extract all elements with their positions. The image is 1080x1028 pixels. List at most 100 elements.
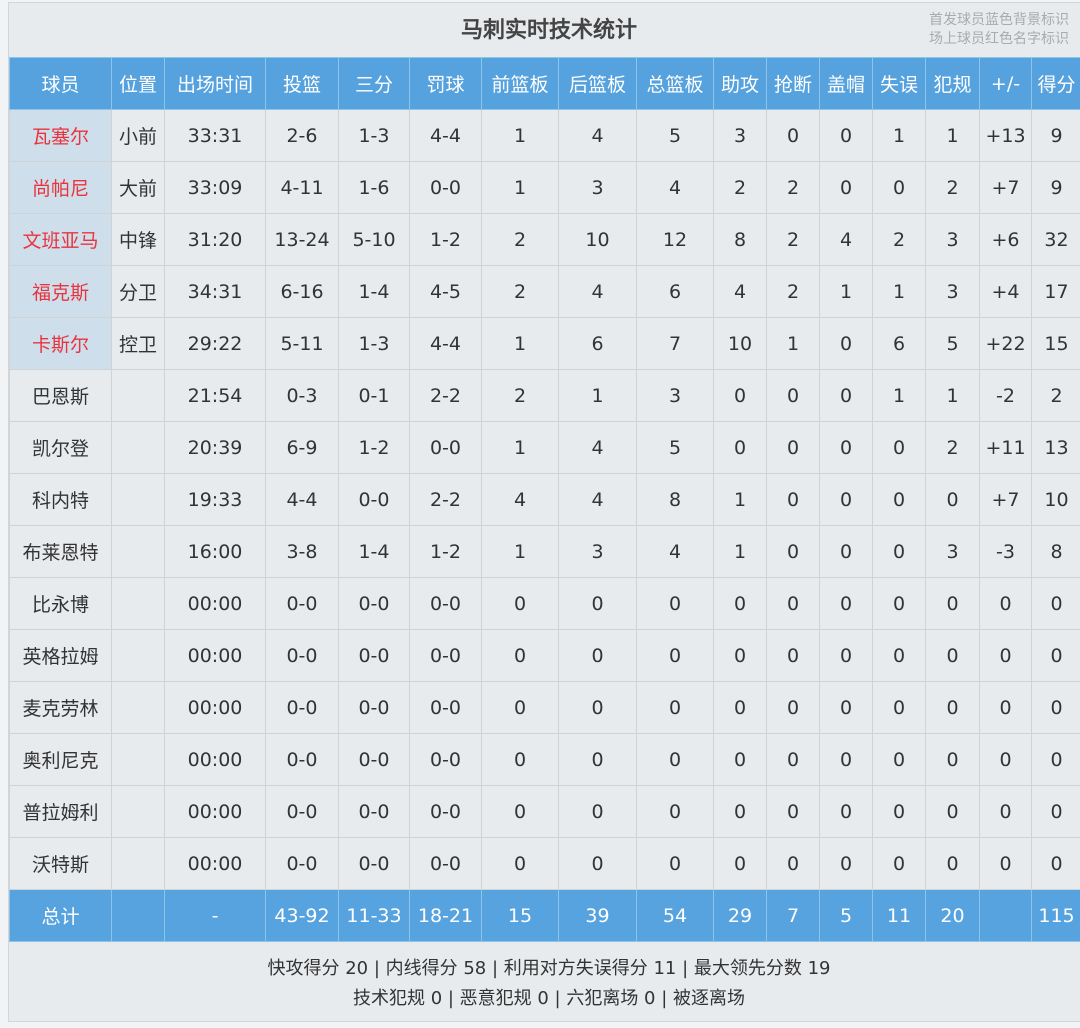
column-header[interactable]: 得分 [1031,57,1080,110]
player-name[interactable]: 科内特 [9,473,112,526]
column-header[interactable]: 抢断 [766,57,820,110]
column-header[interactable]: 后篮板 [558,57,637,110]
column-header[interactable]: 罚球 [409,57,482,110]
stat-cell: 0-0 [338,785,410,838]
player-row: 卡斯尔 控卫 29:22 5-11 1-3 4-4 1 6 7 10 1 0 6 5 +22 15 [9,317,1080,370]
total-row: 总计 -43-92 11-33 18-21 15 39 54 29 7 5 11 20 115 [9,889,1080,942]
summary-footer: 快攻得分 20 | 内线得分 58 | 利用对方失误得分 11 | 最大领先分数… [9,942,1080,1014]
stat-cell: 0 [1031,577,1080,630]
stat-cell: 0-0 [265,681,339,734]
stat-cell: 1 [481,421,559,474]
player-name[interactable]: 普拉姆利 [9,785,112,838]
stat-cell: 0-0 [338,681,410,734]
stat-cell: 2 [481,369,559,422]
stat-cell: 13 [1031,421,1080,474]
panel-title: 马刺实时技术统计 首发球员蓝色背景标识 场上球员红色名字标识 [9,3,1080,57]
column-header[interactable]: 位置 [111,57,165,110]
stat-cell: 8 [636,473,714,526]
player-name[interactable]: 瓦塞尔 [9,109,112,162]
stat-cell: 00:00 [164,785,266,838]
stat-cell: 0 [636,733,714,786]
stat-cell: 0 [766,681,820,734]
stat-cell: 0 [819,525,873,578]
stat-cell: 9 [1031,161,1080,214]
stat-cell: 0 [925,681,980,734]
stat-cell: 0 [872,837,926,890]
column-header[interactable]: 失误 [872,57,926,110]
player-name[interactable]: 麦克劳林 [9,681,112,734]
column-header[interactable]: 犯规 [925,57,980,110]
stat-cell: 2 [766,161,820,214]
player-name[interactable]: 奥利尼克 [9,733,112,786]
stat-cell: 0-0 [409,837,482,890]
stat-cell: 1-4 [338,525,410,578]
stat-cell: 0 [925,473,980,526]
player-name[interactable]: 巴恩斯 [9,369,112,422]
stat-cell: 2-2 [409,369,482,422]
stat-cell: 1 [481,317,559,370]
column-header[interactable]: 出场时间 [164,57,266,110]
player-name[interactable]: 卡斯尔 [9,317,112,370]
stat-cell: 0 [819,317,873,370]
stat-cell: 29:22 [164,317,266,370]
column-header[interactable]: 总篮板 [636,57,714,110]
total-cell: 5 [819,889,873,942]
column-header[interactable]: +/- [979,57,1032,110]
stat-cell: 32 [1031,213,1080,266]
player-name[interactable]: 凯尔登 [9,421,112,474]
stat-cell: 0-0 [265,733,339,786]
stat-cell: 1 [925,369,980,422]
stat-cell: 00:00 [164,837,266,890]
column-header[interactable]: 盖帽 [819,57,873,110]
stat-cell: 0 [819,421,873,474]
player-name[interactable]: 比永博 [9,577,112,630]
stat-cell: 3 [713,109,767,162]
player-name[interactable]: 布莱恩特 [9,525,112,578]
stat-cell [111,837,165,890]
stat-cell: 1 [872,109,926,162]
stat-cell: 0-0 [338,629,410,682]
stat-cell: 0 [636,681,714,734]
column-header[interactable]: 助攻 [713,57,767,110]
stat-cell [111,629,165,682]
column-header[interactable]: 球员 [9,57,112,110]
player-name[interactable]: 沃特斯 [9,837,112,890]
stat-cell: 6 [872,317,926,370]
player-name[interactable]: 尚帕尼 [9,161,112,214]
stat-cell: +6 [979,213,1032,266]
stat-cell: 0 [766,785,820,838]
stat-cell: 0 [558,629,637,682]
column-header[interactable]: 三分 [338,57,410,110]
stat-cell: 0-0 [409,161,482,214]
stat-cell: 0 [819,837,873,890]
player-row: 瓦塞尔 小前 33:31 2-6 1-3 4-4 1 4 5 3 0 0 1 1 +13 9 [9,109,1080,162]
stat-cell: 4 [636,525,714,578]
stat-cell: 4-4 [409,317,482,370]
column-header[interactable]: 前篮板 [481,57,559,110]
stat-cell: +7 [979,161,1032,214]
stat-cell: 小前 [111,109,165,162]
stat-cell: +22 [979,317,1032,370]
stat-cell: 17 [1031,265,1080,318]
player-row: 文班亚马 中锋 31:20 13-24 5-10 1-2 2 10 12 8 2 4 2 3 +6 32 [9,213,1080,266]
stat-cell: 0 [925,785,980,838]
stat-cell: 4 [713,265,767,318]
stat-cell [111,785,165,838]
stat-cell: 00:00 [164,681,266,734]
total-cell: 11 [872,889,926,942]
player-name[interactable]: 福克斯 [9,265,112,318]
stat-cell: 0 [558,577,637,630]
stat-cell [111,525,165,578]
stat-cell: 2 [925,161,980,214]
stat-cell: 3 [925,213,980,266]
column-header[interactable]: 投篮 [265,57,339,110]
player-name[interactable]: 英格拉姆 [9,629,112,682]
player-name[interactable]: 文班亚马 [9,213,112,266]
stat-cell: 1-3 [338,109,410,162]
stat-cell: 2 [872,213,926,266]
stat-cell: 1 [925,109,980,162]
stat-cell: 6 [636,265,714,318]
stat-cell: 0 [979,629,1032,682]
stat-cell: 4 [558,109,637,162]
summary-line-2: 技术犯规 0 | 恶意犯规 0 | 六犯离场 0 | 被逐离场 [352,988,746,1009]
